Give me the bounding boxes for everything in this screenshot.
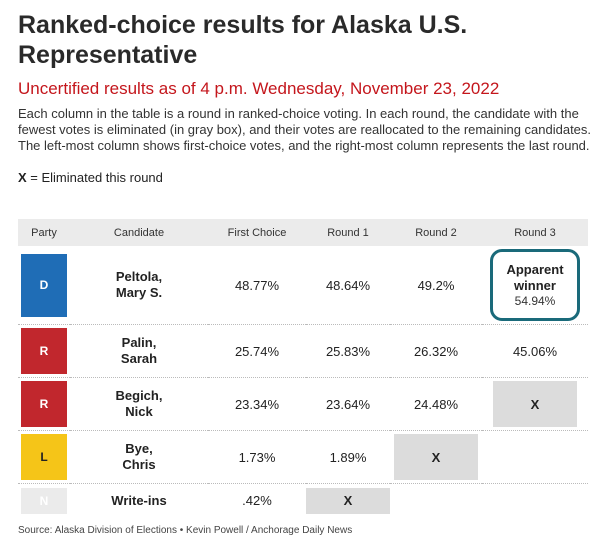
page-subtitle: Uncertified results as of 4 p.m. Wednesd… [18,79,500,98]
party-badge: R [21,328,67,374]
candidate-name: Palin, Sarah [70,335,208,367]
header-round-1: Round 1 [306,219,390,246]
party-badge: N [21,487,67,514]
round1-value: 1.89% [306,430,390,484]
round3-value [482,484,588,518]
round2-value: 49.2% [390,246,482,325]
table-row: D Peltola, Mary S. 48.77% 48.64% 49.2% Ap… [18,246,588,325]
table-row: R Begich, Nick 23.34% 23.64% 24.48% X [18,377,588,431]
apparent-winner-box: Apparent winner 54.94% [490,249,580,321]
round2-value [390,484,482,518]
candidate-name-line: Palin, [121,335,157,350]
party-badge: R [21,381,67,427]
winner-label: winner [514,277,556,293]
header-first-choice: First Choice [208,219,306,246]
candidate-name-line: Nick [125,404,153,419]
first-choice-value: 48.77% [208,246,306,325]
header-candidate: Candidate [70,219,208,246]
page-title: Ranked-choice results for Alaska U.S. Re… [18,11,468,69]
eliminated-marker: X [394,434,478,480]
header-round-3: Round 3 [482,219,588,246]
round1-value: 25.83% [306,324,390,378]
candidate-name: Bye, Chris [70,441,208,473]
table-row: N Write-ins .42% X [18,484,588,518]
legend: X = Eliminated this round [18,170,591,186]
table-row: R Palin, Sarah 25.74% 25.83% 26.32% 45.06… [18,324,588,378]
round3-value [482,430,588,484]
candidate-name-line: Mary S. [115,285,163,300]
first-choice-value: 1.73% [208,430,306,484]
round1-value: 23.64% [306,377,390,431]
eliminated-marker: X [306,487,390,514]
round2-value: 24.48% [390,377,482,431]
winner-label: Apparent [506,261,564,277]
results-table: Party Candidate First Choice Round 1 Rou… [18,219,588,518]
candidate-name: Write-ins [111,492,167,508]
party-badge: L [21,434,67,480]
legend-marker: X [18,170,27,185]
candidate-name-line: Bye, [125,441,153,456]
candidate-name-line: Peltola, [115,269,163,284]
eliminated-marker: X [493,381,577,427]
first-choice-value: 23.34% [208,377,306,431]
first-choice-value: 25.74% [208,324,306,378]
candidate-name: Begich, Nick [70,388,208,420]
round3-value: 54.94% [514,293,556,308]
source-credit: Source: Alaska Division of Elections • K… [18,525,353,536]
round1-value: 48.64% [306,246,390,325]
candidate-name-line: Chris [122,457,156,472]
header-round-2: Round 2 [390,219,482,246]
description: Each column in the table is a round in r… [18,106,592,153]
table-header-row: Party Candidate First Choice Round 1 Rou… [18,219,588,246]
party-badge: D [21,253,67,317]
candidate-name-line: Begich, [115,388,163,403]
round2-value: 26.32% [390,324,482,378]
round3-value: 45.06% [482,324,588,378]
candidate-name: Peltola, Mary S. [70,269,208,301]
header-party: Party [18,219,70,246]
legend-text: = Eliminated this round [26,170,163,185]
candidate-name-line: Sarah [120,351,158,366]
table-row: L Bye, Chris 1.73% 1.89% X [18,430,588,484]
first-choice-value: .42% [242,493,272,509]
